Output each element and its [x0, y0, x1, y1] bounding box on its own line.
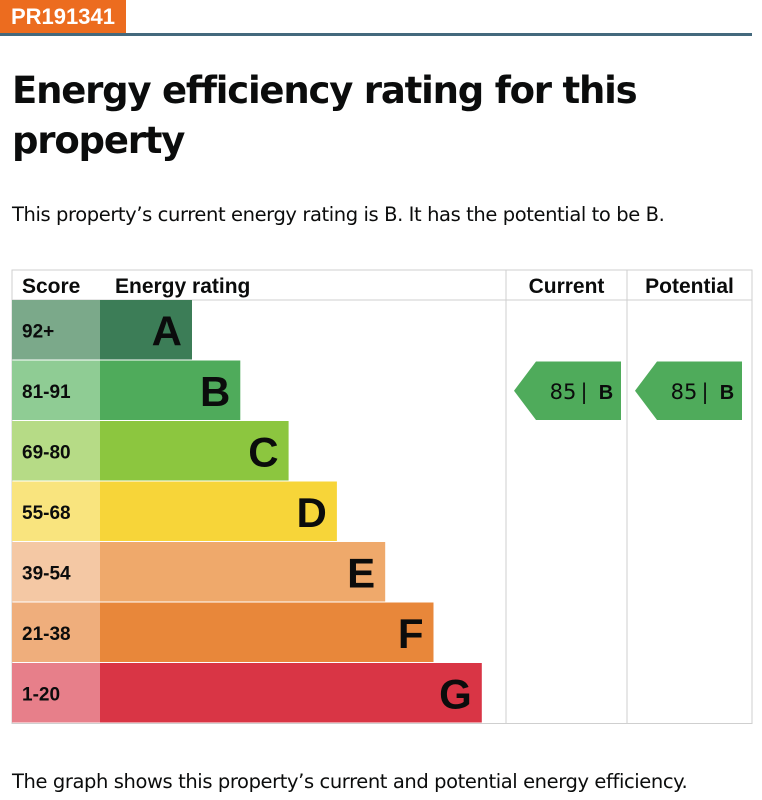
score-cell-a	[12, 300, 100, 360]
header-rule	[0, 33, 752, 36]
rating-letter-d: D	[297, 489, 327, 536]
rating-letter-b: B	[200, 368, 230, 415]
rating-bar-a	[100, 300, 192, 360]
rating-bar-g	[100, 663, 482, 723]
rating-letter-e: E	[347, 549, 375, 596]
rating-summary: This property’s current energy rating is…	[12, 203, 665, 226]
current-score: 85	[550, 380, 577, 404]
rating-bar-f	[100, 602, 434, 662]
potential-rating-letter: B	[720, 382, 734, 404]
potential-score: 85	[671, 380, 698, 404]
score-cell-f	[12, 602, 100, 662]
rating-bar-e	[100, 542, 386, 602]
header-current: Current	[529, 275, 605, 298]
rating-letter-a: A	[152, 307, 182, 354]
page-title: Energy efficiency rating for this proper…	[12, 69, 638, 162]
score-cell-g	[12, 663, 100, 723]
header-potential: Potential	[645, 275, 734, 298]
rating-bar-d	[100, 481, 337, 541]
score-range-e: 39-54	[22, 563, 71, 584]
score-cell-d	[12, 481, 100, 541]
chart-caption: The graph shows this property’s current …	[12, 770, 688, 793]
header-score: Score	[22, 275, 80, 298]
current-rating-arrow	[514, 361, 621, 420]
score-range-c: 69-80	[22, 442, 71, 463]
potential-rating-arrow	[635, 361, 742, 420]
header-energy-rating: Energy rating	[115, 275, 250, 298]
score-range-b: 81-91	[22, 382, 71, 403]
potential-separator: |	[701, 380, 708, 405]
current-separator: |	[580, 380, 587, 405]
rating-letter-c: C	[248, 428, 278, 475]
score-range-d: 55-68	[22, 503, 71, 524]
reference-badge: PR191341	[0, 0, 126, 33]
score-cell-c	[12, 421, 100, 481]
rating-bar-b	[100, 360, 241, 420]
rating-letter-f: F	[398, 610, 424, 657]
score-range-a: 92+	[22, 321, 54, 342]
score-range-f: 21-38	[22, 624, 71, 645]
current-rating-letter: B	[599, 382, 613, 404]
score-cell-b	[12, 360, 100, 420]
rating-bar-c	[100, 421, 289, 481]
score-cell-e	[12, 542, 100, 602]
score-range-g: 1-20	[22, 684, 60, 705]
rating-letter-g: G	[439, 670, 472, 717]
